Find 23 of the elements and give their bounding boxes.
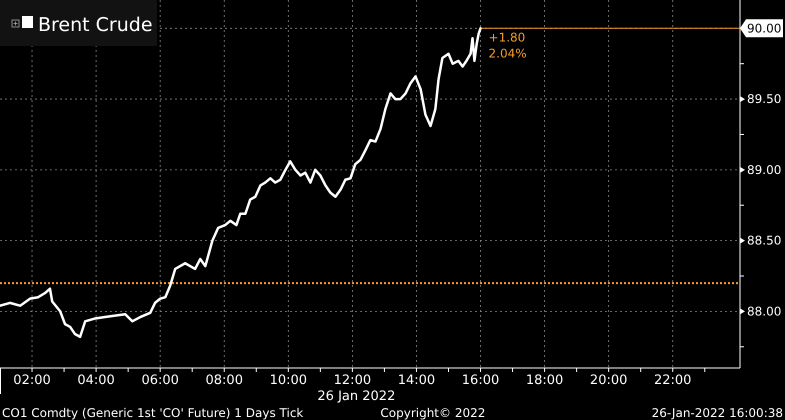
- x-tick-label: 06:00: [141, 373, 179, 388]
- y-tick-label: 88.00: [747, 304, 782, 318]
- x-tick-label: 18:00: [526, 373, 564, 388]
- text: CO1 Comdty (Generic 1st 'CO' Future) 1 Days Tick: [2, 406, 304, 420]
- x-tick-label: 12:00: [334, 373, 372, 388]
- ref-line-label: 90.00: [747, 21, 782, 36]
- x-tick-label: 02:00: [13, 373, 51, 388]
- x-tick-label: 10:00: [270, 373, 308, 388]
- y-tick-label: 88.50: [747, 234, 782, 248]
- annotation: +1.80: [488, 30, 526, 44]
- x-tick-label: 22:00: [654, 373, 692, 388]
- text: 26 Jan 2022: [317, 389, 396, 404]
- annotation: 2.04%: [488, 46, 527, 60]
- legend-label: Brent Crude: [38, 14, 153, 36]
- y-tick-label: 89.00: [747, 162, 782, 177]
- text: 26-Jan-2022 16:00:38: [652, 406, 783, 420]
- x-tick-label: 16:00: [462, 373, 500, 388]
- y-tick-label: 89.50: [747, 92, 782, 106]
- x-tick-label: 08:00: [206, 373, 243, 388]
- x-tick-label: 20:00: [590, 373, 628, 388]
- x-tick-label: 04:00: [77, 373, 115, 388]
- text: Copyright© 2022: [380, 406, 486, 420]
- x-tick-label: 14:00: [398, 373, 436, 388]
